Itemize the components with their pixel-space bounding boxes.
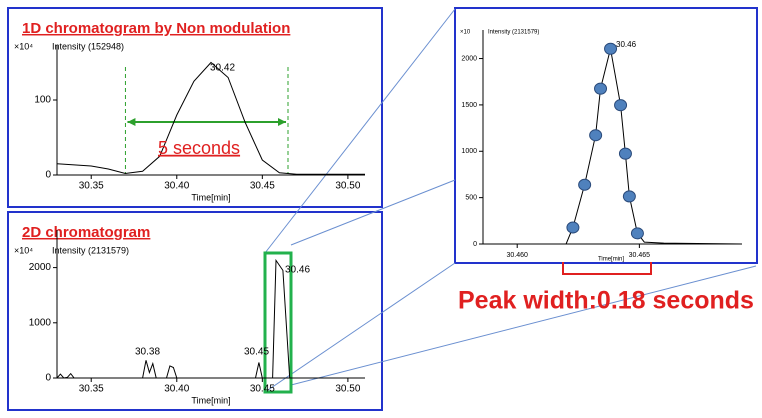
panel-title: 2D chromatogram	[22, 224, 150, 241]
y-axis-label: Intensity (2131579)	[52, 245, 129, 255]
x-tick-label: 30.45	[250, 181, 275, 192]
data-point	[618, 147, 632, 160]
y-axis-label: Intensity (2131579)	[488, 30, 539, 36]
zoom-line	[267, 262, 456, 391]
panel-title: 1D chromatogram by Non modulation	[22, 20, 290, 37]
data-point	[614, 99, 628, 112]
x-tick-label: 30.35	[79, 384, 104, 395]
x-tick-label: 30.460	[506, 252, 528, 259]
data-line	[483, 48, 743, 245]
x-tick-label: 30.50	[335, 384, 360, 395]
annotation: 30.46	[616, 40, 637, 49]
y-tick-label: 100	[34, 95, 51, 106]
annotation: Peak width:0.18 seconds	[458, 287, 754, 315]
data-point	[622, 190, 636, 203]
panel-frame	[7, 7, 383, 208]
y-multiplier: ×10⁴	[14, 245, 33, 255]
y-tick-label: 1000	[29, 317, 52, 328]
x-tick-label: 30.40	[164, 181, 189, 192]
y-tick-label: 2000	[29, 262, 52, 273]
x-axis-label: Time[min]	[191, 395, 230, 405]
y-tick-label: 500	[465, 194, 477, 201]
highlight-box	[263, 251, 293, 394]
y-tick-label: 1500	[461, 102, 477, 109]
zoom-line	[290, 179, 456, 246]
annotation: 30.42	[210, 63, 235, 74]
arrow-head	[127, 118, 136, 126]
annotation: 5 seconds	[158, 138, 240, 158]
width-bracket	[562, 262, 652, 275]
data-line	[56, 61, 365, 175]
data-point	[578, 178, 592, 191]
panel-frame	[7, 211, 383, 411]
x-axis-label: Time[min]	[191, 192, 230, 202]
annotation: 30.38	[135, 347, 160, 358]
x-axis-label: Time[min]	[598, 257, 624, 263]
zoom-line	[290, 265, 757, 386]
y-tick-label: 2000	[461, 55, 477, 62]
data-point	[630, 227, 644, 240]
y-tick-label: 0	[45, 373, 51, 384]
data-point	[566, 221, 580, 234]
y-tick-label: 1000	[461, 148, 477, 155]
x-tick-label: 30.45	[250, 384, 275, 395]
x-tick-label: 30.40	[164, 384, 189, 395]
panel-frame	[454, 7, 758, 264]
data-point	[589, 129, 603, 142]
x-tick-label: 30.35	[79, 181, 104, 192]
y-multiplier: ×10⁴	[14, 41, 33, 51]
y-axis-label: Intensity (152948)	[52, 41, 124, 51]
data-point	[604, 42, 618, 55]
x-tick-label: 30.50	[335, 181, 360, 192]
zoom-line	[264, 8, 456, 254]
data-line	[56, 258, 365, 379]
annotation: 30.46	[285, 265, 310, 276]
annotation: 30.45	[244, 347, 269, 358]
y-tick-label: 0	[473, 241, 477, 248]
data-point	[594, 82, 608, 95]
y-multiplier: ×10	[460, 30, 471, 36]
x-tick-label: 30.465	[629, 252, 651, 259]
arrow-head	[278, 118, 286, 126]
y-tick-label: 0	[45, 170, 51, 181]
zoom-lines	[264, 8, 757, 391]
